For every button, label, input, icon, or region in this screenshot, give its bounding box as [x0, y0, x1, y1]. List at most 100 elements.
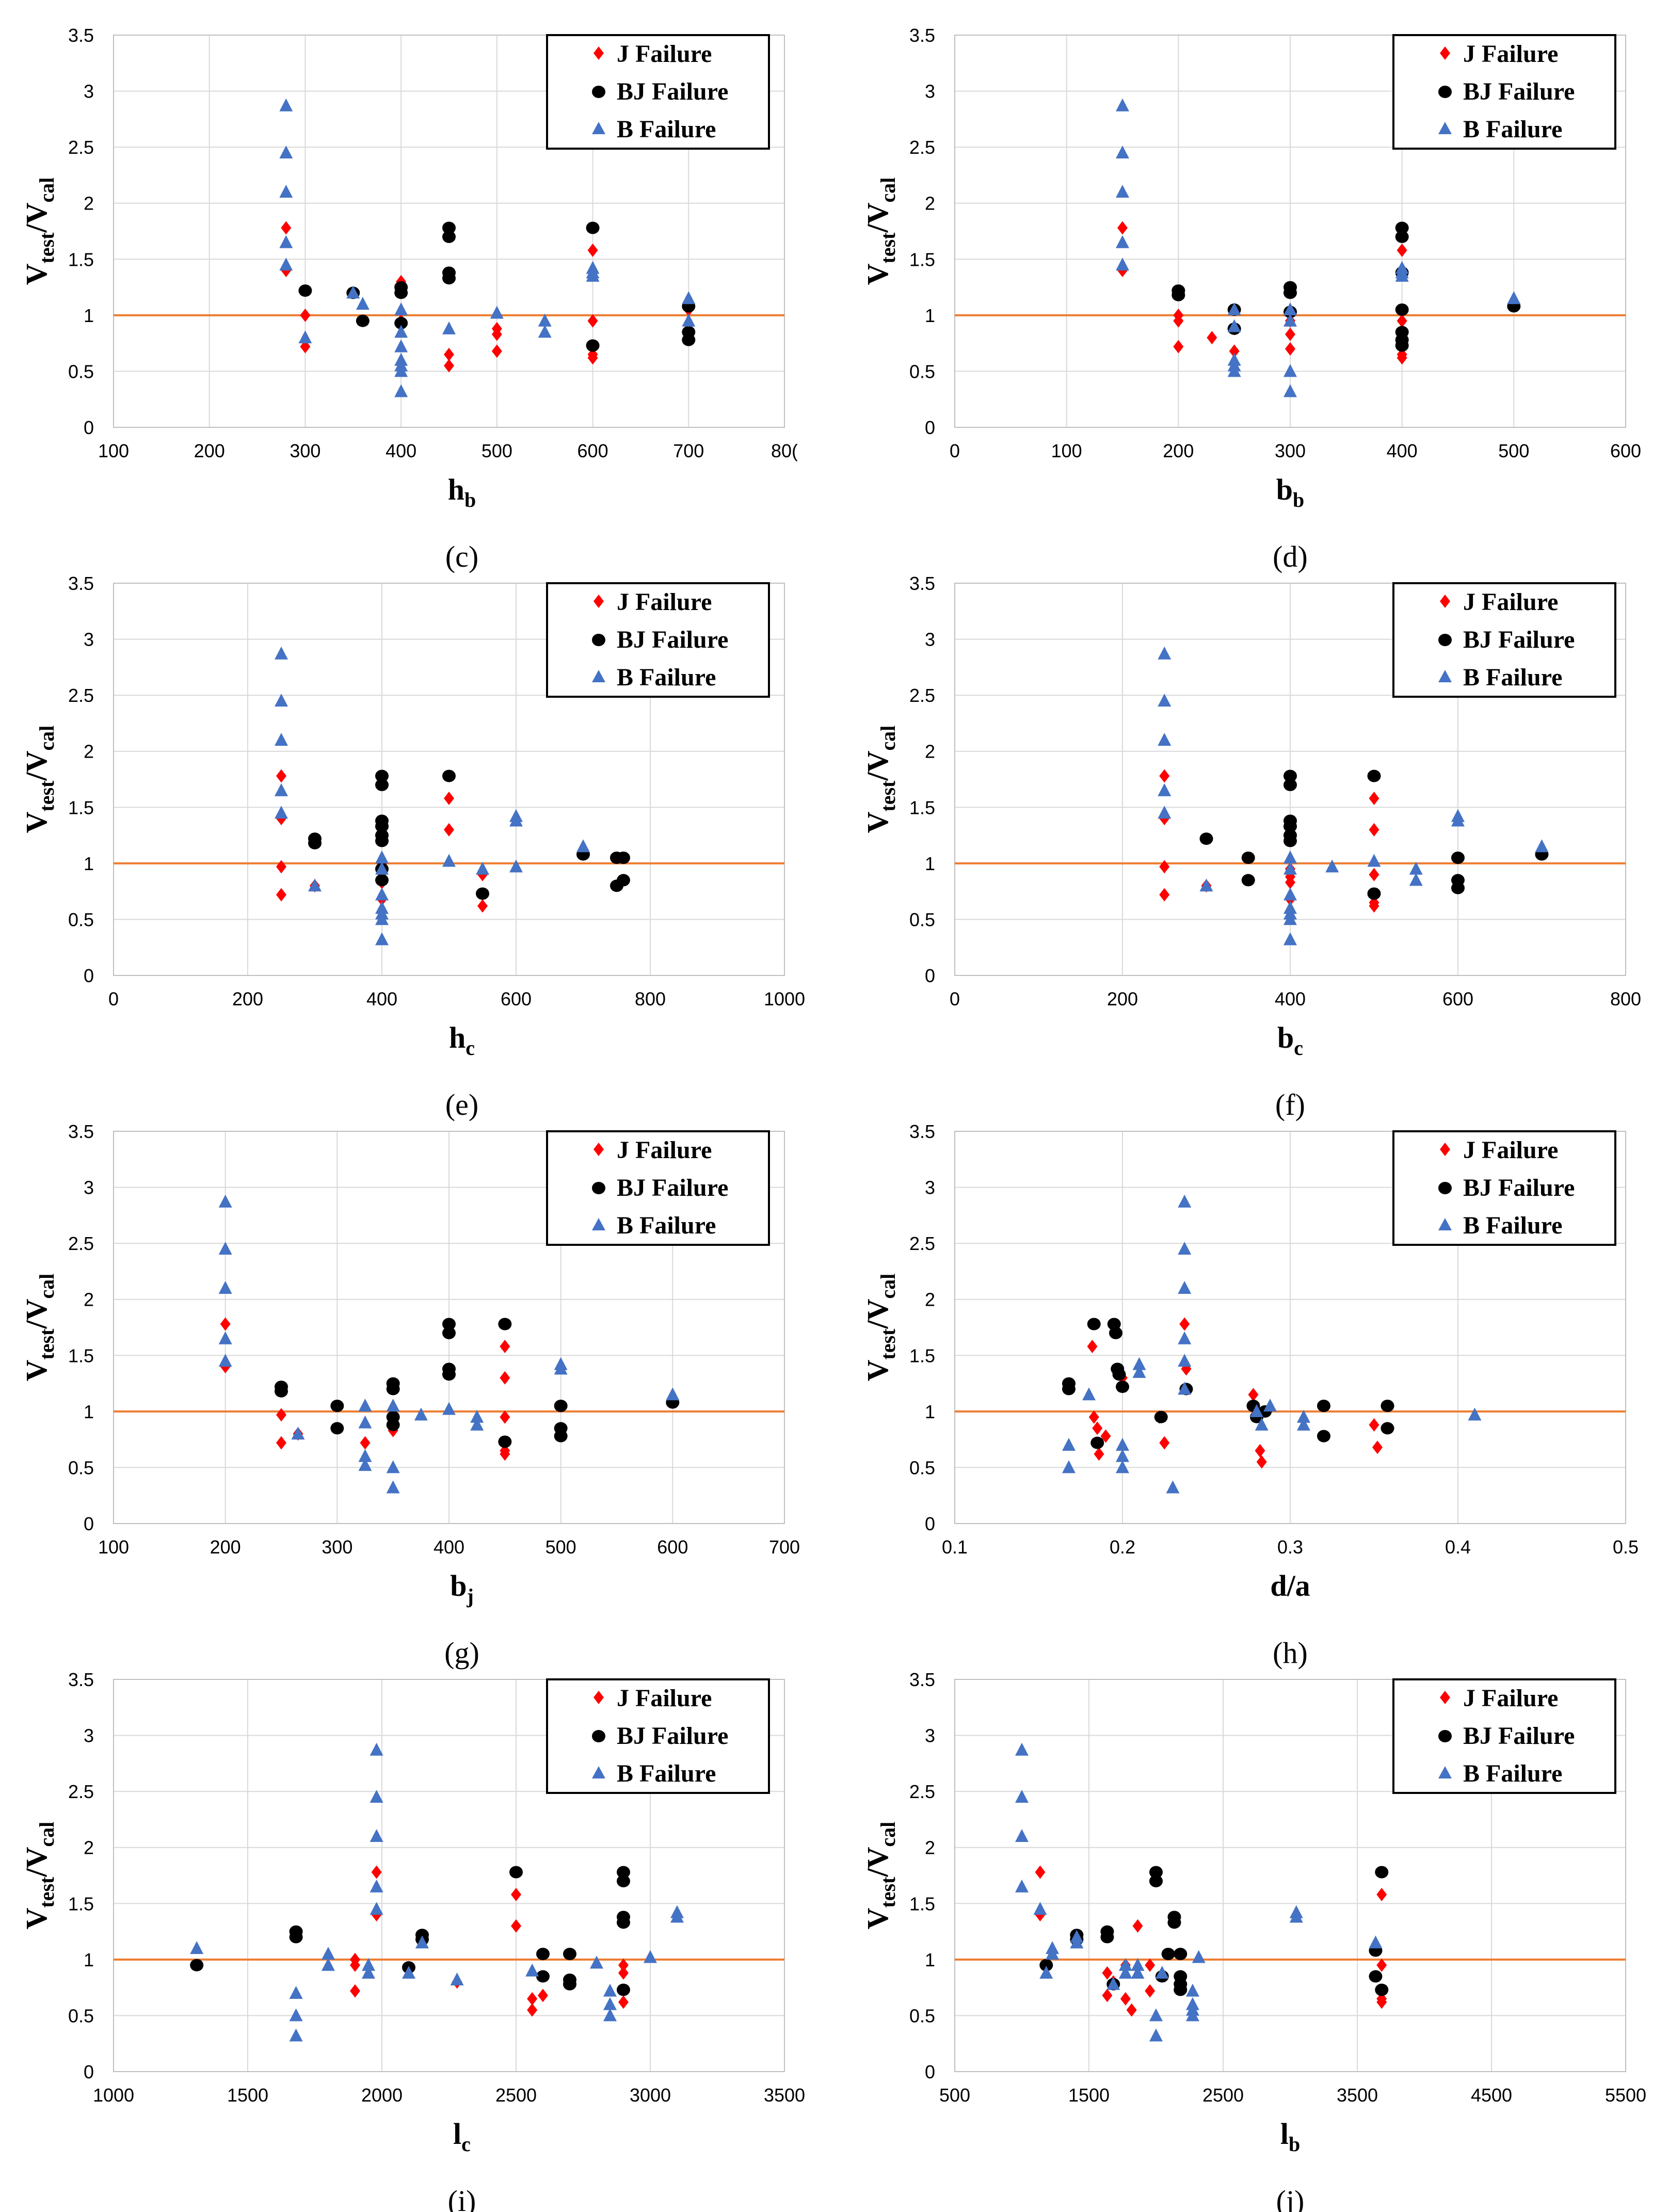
b-failure-point [386, 1480, 400, 1494]
x-axis-title-sub: c [461, 2133, 471, 2156]
y-tick-label: 2 [925, 193, 935, 214]
panel-caption: (i) [448, 2184, 476, 2212]
b-failure-point [603, 2008, 617, 2022]
bj-failure-point [289, 1931, 303, 1944]
b-failure-point [308, 878, 322, 892]
b-failure-point [1158, 783, 1171, 796]
j-failure-point [538, 1989, 548, 2002]
bj-failure-point [1317, 1430, 1330, 1442]
bj-failure-point [1174, 1983, 1187, 1996]
bj-failure-point [394, 317, 408, 330]
b-failure-point [375, 887, 389, 901]
legend-b-marker [1438, 670, 1452, 682]
legend-bj-marker [1438, 1730, 1452, 1742]
bj-failure-point [554, 1430, 568, 1442]
b-failure-point [470, 1409, 484, 1423]
b-failure-point [358, 1399, 372, 1412]
j-failure-point [1369, 823, 1379, 837]
panel-caption: (g) [444, 1636, 479, 1670]
b-failure-point [1116, 1438, 1129, 1451]
legend-j-marker [593, 46, 604, 60]
legend: J Failure BJ Failure B Failure [546, 34, 770, 150]
b-failure-point [190, 1941, 204, 1954]
x-tick-label: 100 [98, 1536, 129, 1558]
bj-failure-point [1149, 1866, 1163, 1879]
j-failure-point [444, 823, 454, 837]
bj-failure-point [375, 835, 389, 847]
b-failure-point [1227, 319, 1241, 332]
x-tick-label: 3000 [630, 2085, 671, 2106]
b-failure-point [370, 1879, 383, 1893]
legend-box [546, 1130, 770, 1246]
b-failure-point [1199, 878, 1213, 892]
j-failure-point [360, 1436, 371, 1450]
panel-caption: (j) [1276, 2184, 1305, 2212]
b-failure-point [394, 339, 408, 352]
bj-failure-point [1283, 770, 1297, 782]
legend-box [546, 1678, 770, 1794]
y-axis-title-sub2: cal [35, 1274, 58, 1299]
j-failure-point [1159, 1436, 1170, 1450]
y-axis-title-sub2: cal [876, 1274, 900, 1299]
b-failure-point [1507, 291, 1521, 304]
b-failure-point [1227, 364, 1241, 377]
y-tick-label: 0.5 [909, 2005, 935, 2026]
y-axis-title-slash: /V [20, 1847, 53, 1877]
bj-failure-point [498, 1435, 512, 1448]
y-axis-title-sub2: cal [35, 178, 58, 203]
b-failure-point [1131, 1958, 1145, 1971]
j-failure-point [1285, 327, 1295, 341]
b-failure-point [279, 185, 293, 198]
x-tick-label: 200 [210, 1536, 241, 1558]
x-axis-title: hc [449, 1021, 475, 1060]
x-tick-label: 600 [1442, 988, 1473, 1009]
bj-failure-point [563, 1978, 576, 1991]
b-failure-point [670, 1910, 684, 1923]
bj-failure-point [375, 874, 389, 887]
j-failure-point [1117, 221, 1128, 235]
bj-failure-point [554, 1400, 568, 1412]
bj-failure-point [1171, 288, 1185, 301]
b-failure-point [1283, 932, 1297, 945]
b-failure-point [603, 1997, 617, 2010]
x-tick-label: 1500 [1068, 2085, 1110, 2106]
legend-j-marker [1440, 1691, 1450, 1704]
panel-caption: (e) [445, 1088, 478, 1121]
y-axis-title: Vtest/Vcal [20, 1822, 58, 1930]
legend-b-marker [1438, 122, 1452, 134]
y-axis-title-v: V [861, 1908, 894, 1929]
b-failure-point [1132, 1365, 1146, 1378]
b-failure-point [644, 1950, 657, 1963]
x-tick-label: 600 [577, 440, 608, 461]
bj-failure-point [586, 221, 600, 234]
plot-area-border [954, 1131, 1626, 1524]
b-failure-point [1015, 1742, 1029, 1756]
x-tick-label: 1000 [764, 988, 805, 1009]
x-axis-title: bb [1276, 473, 1305, 511]
bj-failure-point [308, 837, 322, 849]
bj-failure-point [1039, 1959, 1053, 1971]
x-tick-label: 2000 [361, 2085, 403, 2106]
legend-b-marker [592, 1766, 605, 1778]
j-failure-point [276, 1408, 286, 1422]
y-tick-label: 3 [84, 81, 94, 102]
x-tick-label: 500 [939, 2085, 970, 2106]
y-tick-label: 1 [925, 305, 935, 326]
b-failure-point [1149, 2028, 1163, 2042]
y-tick-label: 3 [925, 629, 935, 650]
legend: J Failure BJ Failure B Failure [1392, 34, 1616, 150]
b-failure-point [1131, 1965, 1145, 1979]
bj-failure-point [1375, 1866, 1389, 1879]
bj-failure-point [442, 1326, 456, 1339]
bj-failure-point [1241, 852, 1255, 864]
b-failure-point [1409, 873, 1423, 886]
y-axis-title-slash: /V [20, 750, 53, 781]
b-failure-point [375, 861, 389, 875]
b-failure-point [1289, 1910, 1303, 1923]
legend-b-marker [1438, 1766, 1452, 1778]
b-failure-point [291, 1426, 305, 1440]
b-failure-point [375, 932, 389, 945]
j-failure-point [587, 243, 598, 257]
x-axis-title: hb [448, 473, 476, 511]
b-failure-point [1015, 1879, 1029, 1893]
